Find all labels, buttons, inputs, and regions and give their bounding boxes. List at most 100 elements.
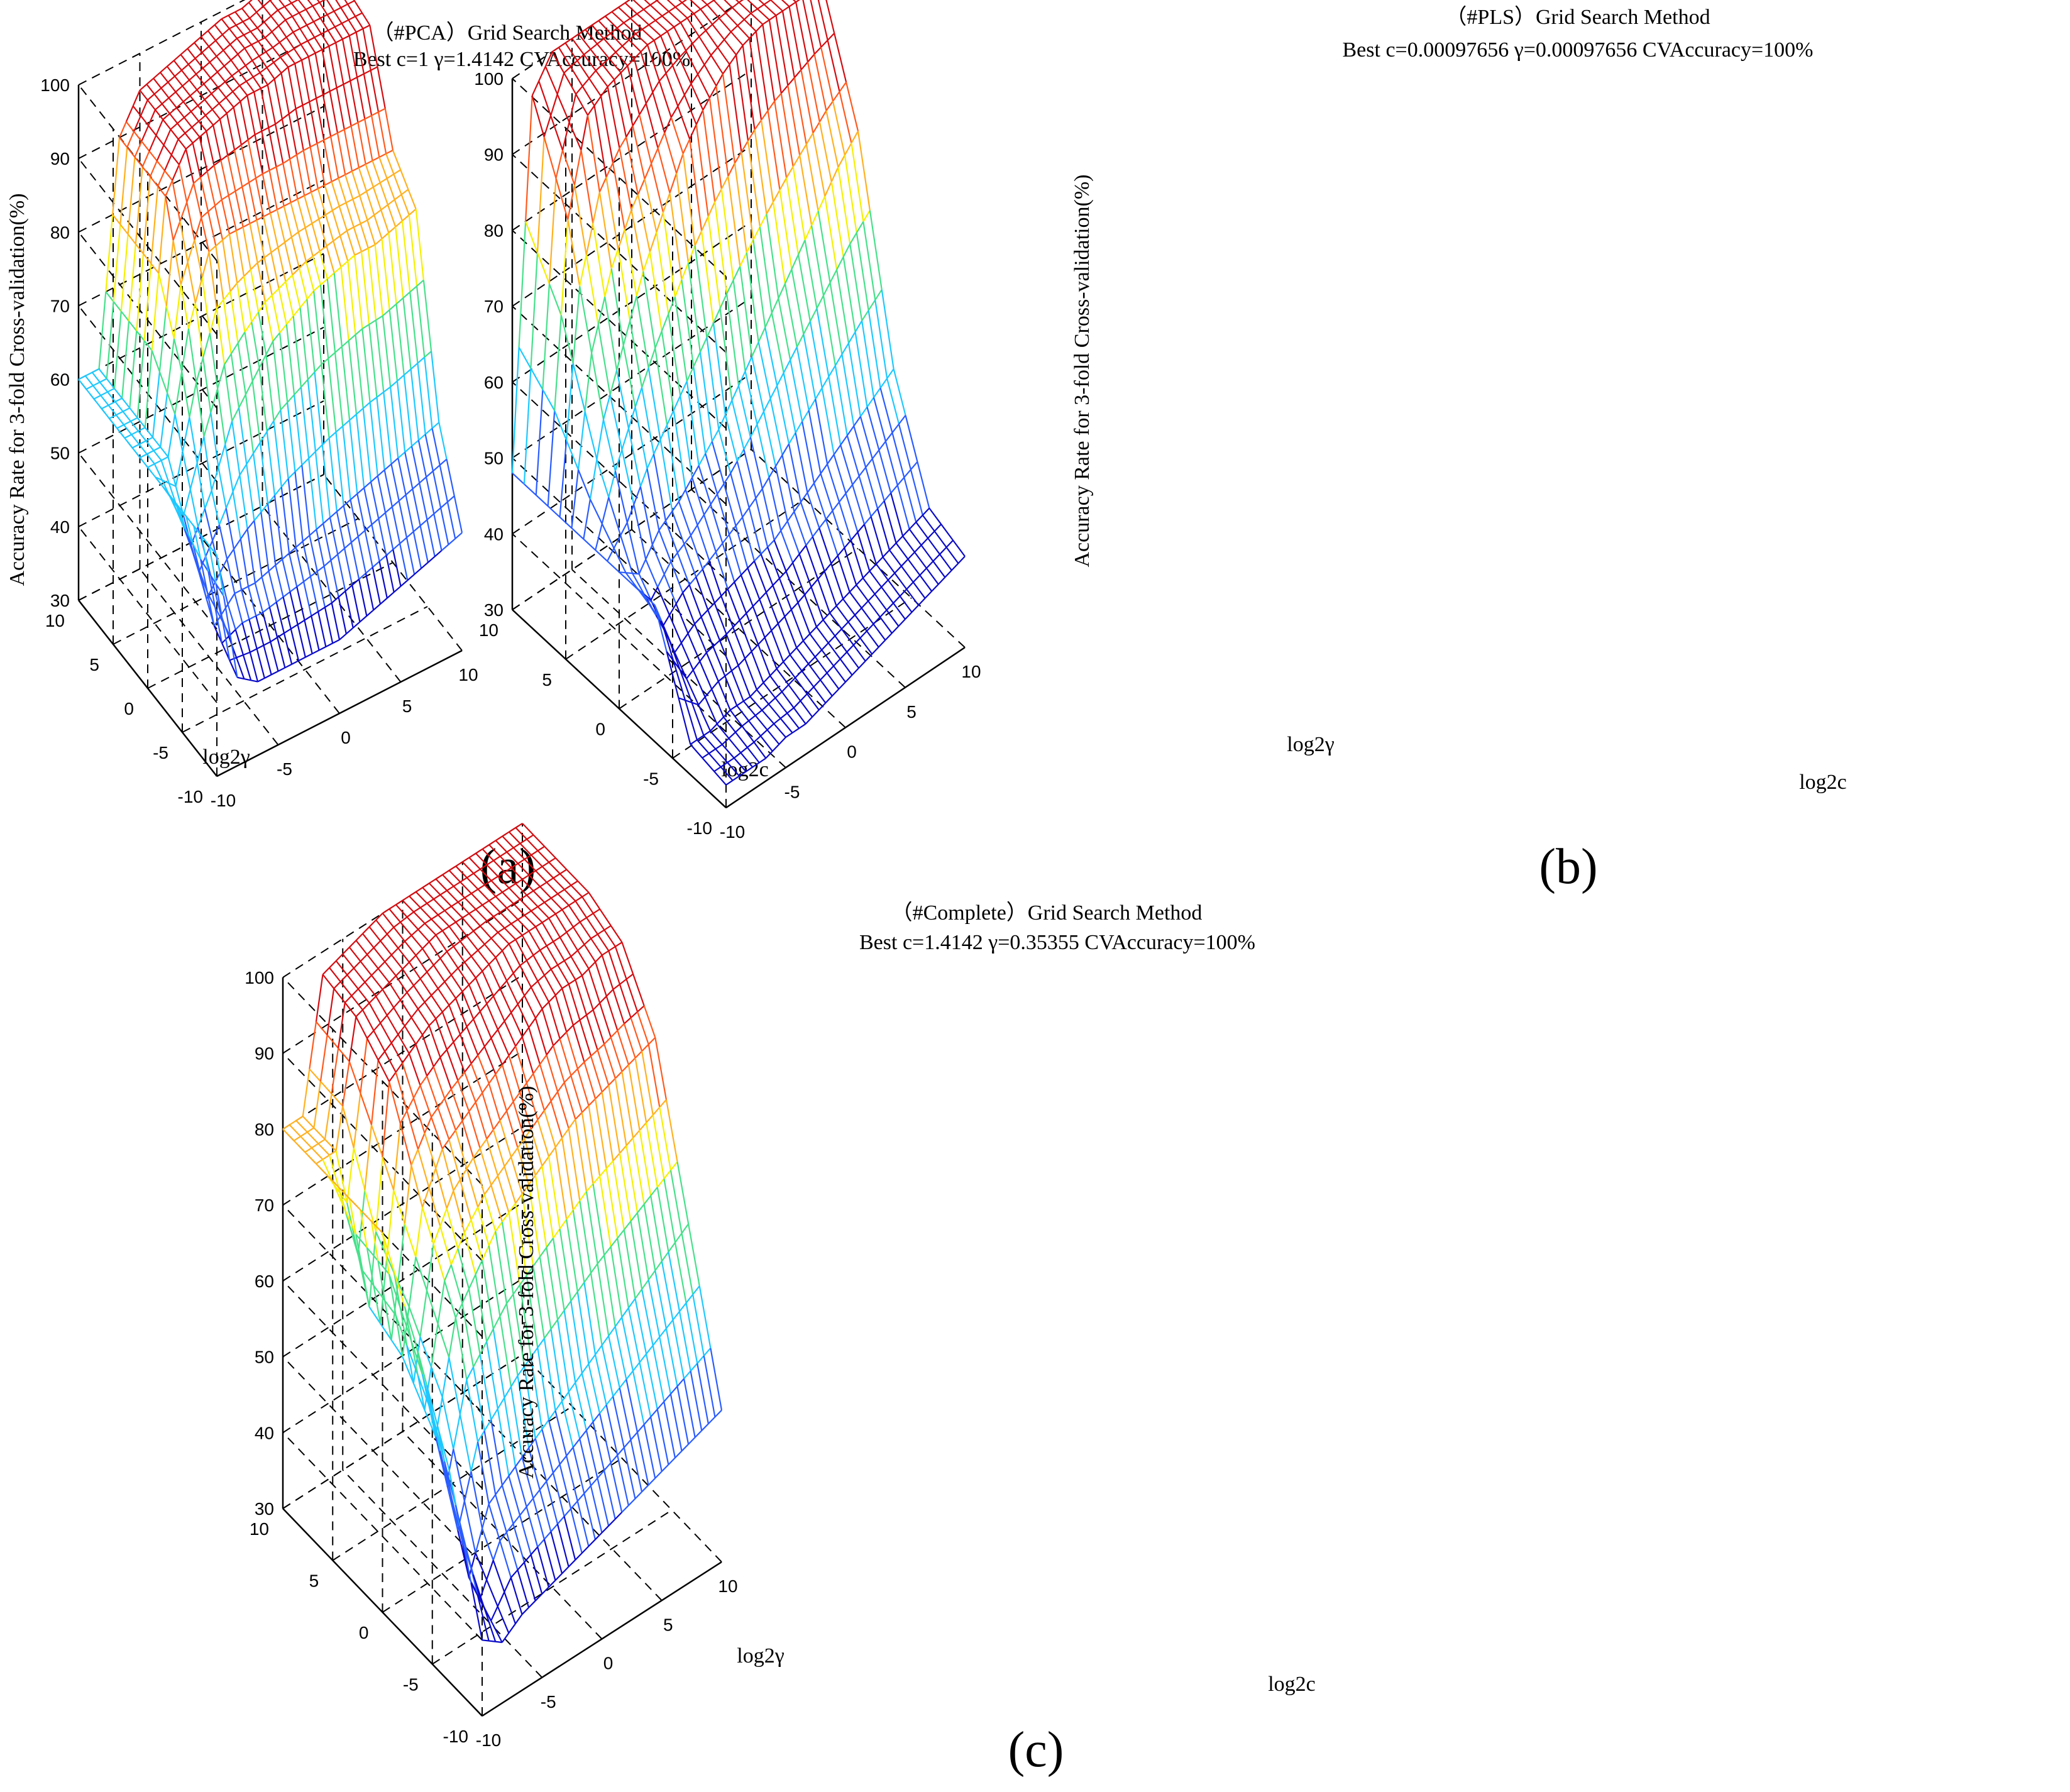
surface-mesh-line — [600, 86, 608, 97]
surface-mesh-line — [610, 33, 623, 47]
surface-mesh-line — [199, 136, 208, 172]
surface-mesh-line — [607, 560, 620, 573]
surface-mesh-line — [309, 101, 318, 144]
surface-mesh-line — [795, 2, 809, 62]
surface-mesh-line — [722, 63, 730, 75]
surface-mesh-line — [814, 649, 823, 657]
surface-mesh-line — [612, 989, 625, 1024]
surface-mesh-line — [879, 609, 888, 618]
surface-mesh-line — [237, 47, 245, 55]
surface-mesh-line — [248, 182, 258, 221]
surface-mesh-line — [788, 444, 801, 503]
surface-mesh-line — [339, 202, 347, 207]
surface-mesh-line — [419, 483, 428, 520]
surface-mesh-line — [340, 7, 350, 21]
y-axis-label: log2γ — [1287, 733, 1334, 756]
surface-mesh-line — [919, 568, 927, 576]
surface-mesh-line — [417, 356, 426, 364]
surface-mesh-line — [221, 642, 231, 661]
surface-mesh-line — [515, 1613, 523, 1624]
surface-mesh-line — [751, 651, 764, 683]
surface-mesh-line — [293, 48, 302, 61]
surface-mesh-line — [771, 630, 785, 662]
surface-mesh-line — [174, 414, 184, 452]
surface-mesh-line — [192, 183, 202, 218]
surface-mesh-line — [399, 1307, 408, 1346]
surface-mesh-line — [318, 646, 326, 651]
surface-mesh-line — [621, 1307, 629, 1318]
surface-mesh-line — [180, 48, 189, 55]
surface-mesh-line — [353, 1093, 361, 1148]
surface-mesh-line — [662, 615, 670, 627]
surface-mesh-line — [306, 5, 314, 10]
surface-mesh-line — [801, 410, 810, 422]
grid-line-z — [512, 457, 727, 657]
surface-mesh-line — [265, 51, 275, 63]
surface-mesh-line — [781, 684, 790, 693]
surface-mesh-line — [886, 378, 900, 424]
surface-mesh-line — [256, 219, 265, 258]
surface-mesh-line — [630, 1017, 643, 1052]
surface-mesh-line — [558, 42, 566, 48]
surface-mesh-line — [691, 36, 700, 45]
surface-mesh-line — [310, 192, 320, 219]
surface-mesh-line — [687, 633, 701, 662]
surface-mesh-line — [363, 69, 372, 75]
surface-mesh-line — [630, 1221, 643, 1290]
surface-mesh-line — [525, 221, 539, 253]
x-tick-label: 10 — [718, 1576, 737, 1596]
surface-mesh-line — [685, 699, 692, 703]
surface-mesh-line — [127, 157, 136, 234]
surface-mesh-line — [446, 1049, 459, 1081]
surface-mesh-line — [651, 530, 660, 546]
surface-mesh-line — [201, 211, 209, 218]
surface-mesh-line — [250, 269, 260, 312]
surface-mesh-line — [715, 85, 729, 177]
surface-mesh-line — [329, 1150, 337, 1156]
surface-mesh-line — [264, 302, 274, 342]
surface-mesh-line — [294, 43, 302, 50]
surface-mesh-line — [623, 1229, 636, 1299]
surface-mesh-line — [180, 284, 190, 329]
surface-mesh-line — [387, 199, 395, 206]
surface-mesh-line — [393, 1007, 405, 1026]
surface-mesh-line — [438, 981, 446, 989]
surface-mesh-line — [825, 101, 834, 111]
surface-mesh-line — [632, 974, 645, 1006]
surface-mesh-line — [349, 31, 357, 36]
surface-mesh-line — [372, 187, 382, 211]
surface-mesh-line — [432, 464, 441, 472]
surface-mesh-line — [179, 202, 188, 222]
surface-mesh-line — [918, 598, 926, 606]
surface-mesh-line — [702, 109, 716, 202]
surface-mesh-line — [406, 916, 419, 930]
surface-mesh-line — [364, 114, 372, 120]
surface-mesh-line — [838, 681, 846, 690]
surface-mesh-line — [246, 453, 254, 465]
surface-mesh-line — [572, 1447, 585, 1494]
surface-mesh-line — [686, 18, 700, 37]
surface-mesh-line — [829, 269, 838, 283]
surface-mesh-line — [200, 170, 208, 178]
surface-mesh-line — [543, 1328, 552, 1339]
surface-mesh-line — [781, 443, 790, 456]
surface-mesh-line — [419, 1075, 428, 1086]
surface-mesh-line — [817, 195, 826, 212]
surface-mesh-line — [453, 1414, 461, 1449]
surface-mesh-line — [442, 930, 454, 947]
surface-mesh-line — [861, 310, 869, 321]
surface-mesh-line — [612, 1160, 625, 1230]
x-tick-label: 5 — [663, 1615, 673, 1634]
surface-mesh-line — [136, 253, 145, 331]
surface-mesh-line — [557, 1091, 570, 1129]
surface-mesh-line — [316, 529, 325, 567]
surface-mesh-line — [541, 1165, 554, 1239]
surface-mesh-line — [771, 623, 779, 631]
surface-mesh-line — [136, 340, 145, 418]
surface-mesh-line — [298, 656, 306, 662]
surface-mesh-line — [722, 534, 730, 544]
surface-mesh-line — [650, 586, 659, 601]
surface-mesh-line — [670, 561, 684, 593]
surface-mesh-line — [319, 285, 329, 359]
surface-mesh-line — [205, 114, 214, 126]
